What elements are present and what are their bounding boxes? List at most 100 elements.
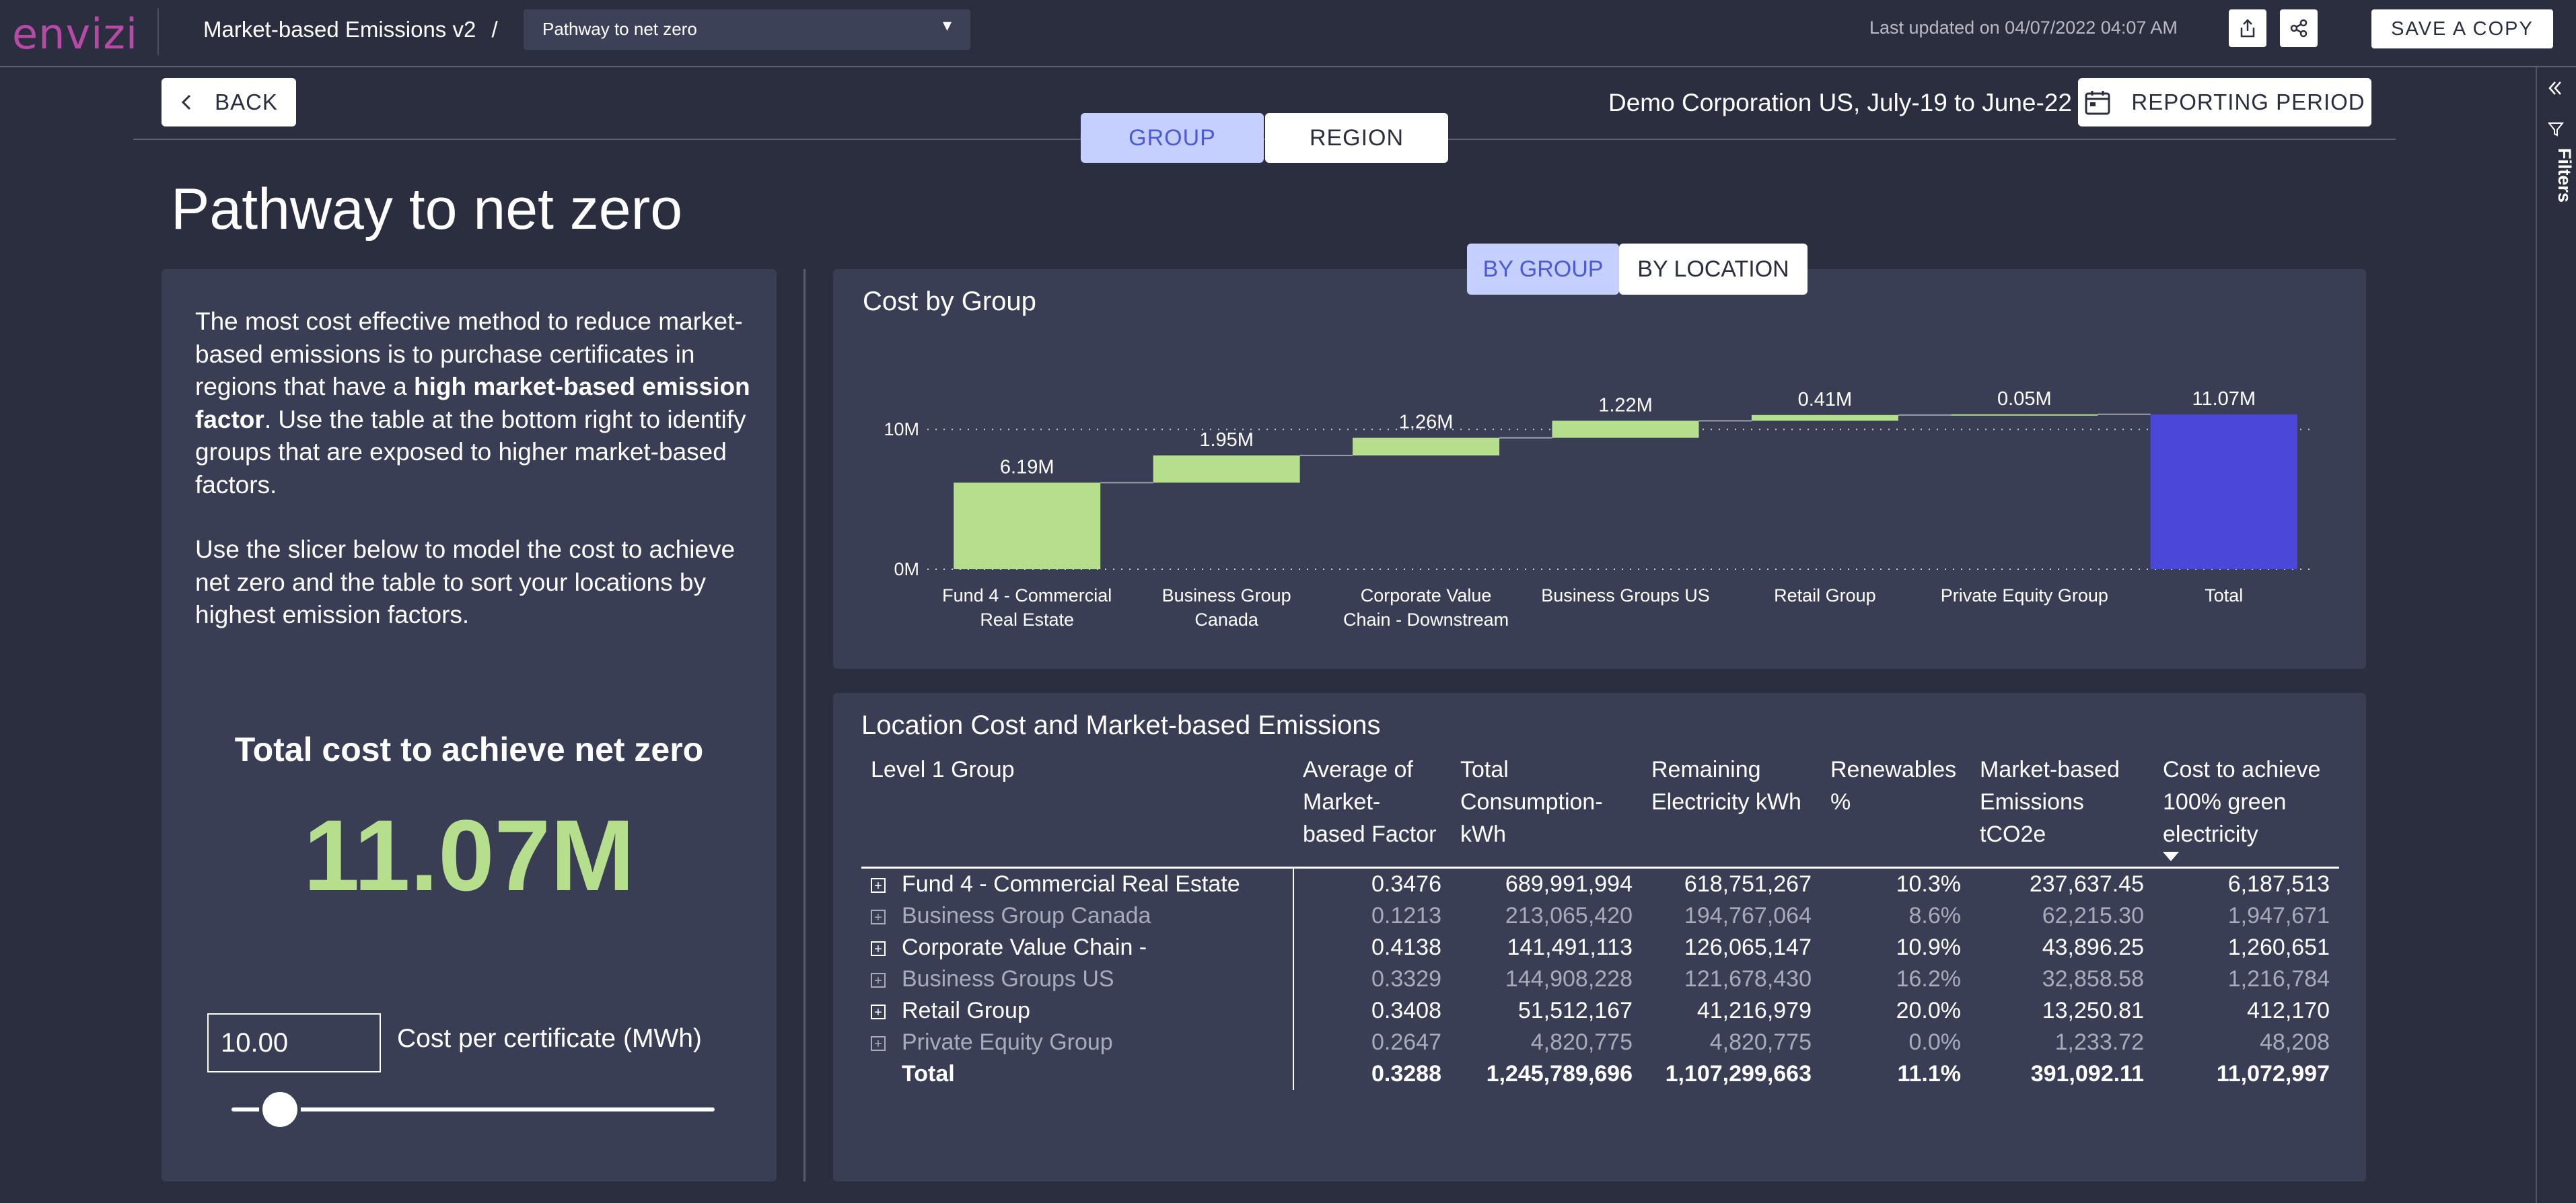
report-title[interactable]: Market-based Emissions v2 (203, 17, 476, 42)
column-header[interactable]: Total Consumption-kWh (1451, 752, 1642, 869)
column-header-line: Market- (1303, 789, 1381, 815)
collapse-pane-icon[interactable] (2546, 79, 2564, 100)
breadcrumb: Market-based Emissions v2 / (203, 13, 498, 46)
table-row[interactable]: + Business Group Canada 0.1213 213,065,420 1… (861, 900, 2339, 932)
table-cell: 41,216,979 (1696, 998, 1812, 1023)
share-icon (2240, 19, 2255, 38)
x-category-label: Corporate Value (1361, 585, 1492, 606)
table-header-row: Level 1 Group Average of Market-based Fact… (861, 752, 2339, 869)
column-header[interactable]: Market-based Emissions tCO2e (1970, 752, 2153, 869)
expand-row-icon[interactable]: + (871, 1036, 886, 1051)
calendar-icon (2085, 91, 2110, 115)
table-cell: 16.2% (1896, 966, 1961, 992)
table-row[interactable]: + Retail Group 0.3408 51,512,167 41,216,979 2… (861, 995, 2339, 1027)
expand-row-icon[interactable]: + (871, 941, 886, 956)
column-header[interactable]: Average of Market-based Factor (1293, 752, 1451, 869)
network-share-button[interactable] (2280, 9, 2318, 47)
table-cell: 237,637.45 (2029, 871, 2144, 897)
x-category-label: Real Estate (980, 610, 1074, 630)
tab-region[interactable]: REGION (1265, 113, 1448, 163)
table-cell: 1,947,671 (2227, 903, 2330, 928)
row-group-cell: + Private Equity Group (861, 1027, 1294, 1058)
table-row[interactable]: + Corporate Value Chain - 0.4138 141,491,11… (861, 932, 2339, 963)
table-total-row[interactable]: Total 0.3288 1,245,789,696 1,107,299,663 11.… (861, 1058, 2339, 1090)
waterfall-bar (1552, 421, 1699, 438)
table-cell: 121,678,430 (1684, 966, 1812, 992)
intro-text-part2: . Use the table at the bottom right to i… (195, 405, 746, 499)
cost-by-group-panel (833, 269, 2366, 669)
envizi-logo: envizi (12, 9, 139, 59)
tab-by-group[interactable]: BY GROUP (1467, 244, 1619, 295)
table-cell: 10.9% (1896, 935, 1961, 960)
cost-slider-thumb[interactable] (258, 1089, 301, 1130)
column-header[interactable]: Renewables% (1821, 752, 1970, 869)
waterfall-bar (1353, 437, 1500, 455)
column-header[interactable]: Level 1 Group (861, 752, 1293, 869)
table-cell: 20.0% (1896, 998, 1961, 1023)
tab-group[interactable]: GROUP (1081, 113, 1264, 163)
top-bar (0, 0, 2576, 67)
row-group-cell: + Fund 4 - Commercial Real Estate (861, 867, 1294, 900)
row-group-name: Fund 4 - Commercial Real Estate (902, 871, 1240, 897)
column-header-line: tCO2e (1980, 822, 2046, 847)
table-cell: 62,215.30 (2042, 903, 2144, 928)
row-group-name: Business Group Canada (902, 903, 1151, 928)
data-label: 11.07M (2192, 388, 2256, 410)
expand-row-icon[interactable]: + (871, 973, 886, 988)
table-cell: 126,065,147 (1684, 935, 1812, 960)
x-category-label: Total (2205, 585, 2243, 606)
row-group-cell: Total (861, 1058, 1294, 1090)
column-header[interactable]: Remaining Electricity kWh (1642, 752, 1821, 869)
chevron-down-icon: ▾ (942, 15, 952, 35)
waterfall-chart: 0M 10M 6.19M Fund 4 - Commercial Real Estate… (884, 388, 2310, 630)
table-cell: 0.2647 (1371, 1029, 1441, 1055)
back-button[interactable]: BACK (162, 78, 296, 126)
table-cell: 43,896.25 (2042, 935, 2144, 960)
filter-icon (2547, 121, 2565, 141)
row-group-cell: + Retail Group (861, 995, 1294, 1027)
table-body: + Fund 4 - Commercial Real Estate 0.3476 68… (861, 867, 2339, 1090)
expand-row-icon[interactable]: + (871, 1005, 886, 1019)
total-cost-value: 11.07M (303, 799, 635, 912)
waterfall-bar (1951, 414, 2098, 416)
table-row[interactable]: + Business Groups US 0.3329 144,908,228 121,… (861, 963, 2339, 995)
chevron-left-icon (181, 94, 191, 110)
x-category-label: Fund 4 - Commercial (942, 585, 1112, 606)
table-cell: 194,767,064 (1684, 903, 1812, 928)
cost-per-certificate-input[interactable] (207, 1013, 381, 1072)
reporting-period-button[interactable]: REPORTING PERIOD (2078, 78, 2371, 126)
column-header-line: Average of (1303, 757, 1413, 782)
filters-label[interactable]: Filters (2554, 148, 2575, 203)
table-cell: 0.3476 (1371, 871, 1441, 897)
data-label: 0.05M (1997, 388, 2052, 410)
cost-slider-track[interactable] (231, 1107, 715, 1111)
table-cell: 1,233.72 (2054, 1029, 2144, 1055)
column-header-line: electricity (2163, 822, 2258, 847)
sort-descending-icon (2163, 852, 2179, 861)
column-header-line: % (1830, 789, 1851, 815)
column-header-line: kWh (1460, 822, 1506, 847)
page-selector-dropdown[interactable]: Pathway to net zero ▾ (524, 9, 970, 50)
share-button[interactable] (2229, 9, 2266, 47)
data-label: 0.41M (1798, 389, 1853, 410)
waterfall-bar (2150, 414, 2297, 569)
page-title: Pathway to net zero (171, 177, 683, 242)
table-row[interactable]: + Fund 4 - Commercial Real Estate 0.3476 68… (861, 867, 2339, 900)
filters-pane[interactable] (2536, 67, 2576, 1203)
column-header[interactable]: Cost to achieve 100% green electricity (2153, 752, 2339, 869)
waterfall-bar (1153, 455, 1300, 483)
tab-by-location[interactable]: BY LOCATION (1619, 244, 1808, 295)
data-label: 1.95M (1199, 429, 1254, 451)
back-label: BACK (215, 89, 278, 114)
location-cost-table: Level 1 Group Average of Market-based Fact… (861, 752, 2339, 1090)
table-cell: 0.3408 (1371, 998, 1441, 1023)
expand-row-icon[interactable]: + (871, 910, 886, 924)
table-cell: 11,072,997 (2216, 1061, 2330, 1087)
expand-row-icon[interactable]: + (871, 878, 886, 893)
table-title: Location Cost and Market-based Emissions (861, 710, 1381, 740)
table-cell: 0.0% (1908, 1029, 1962, 1055)
table-row[interactable]: + Private Equity Group 0.2647 4,820,775 4,82… (861, 1027, 2339, 1058)
table-cell: 1,260,651 (2227, 935, 2330, 960)
panel-divider (803, 269, 806, 1181)
save-a-copy-button[interactable]: SAVE A COPY (2371, 9, 2553, 48)
